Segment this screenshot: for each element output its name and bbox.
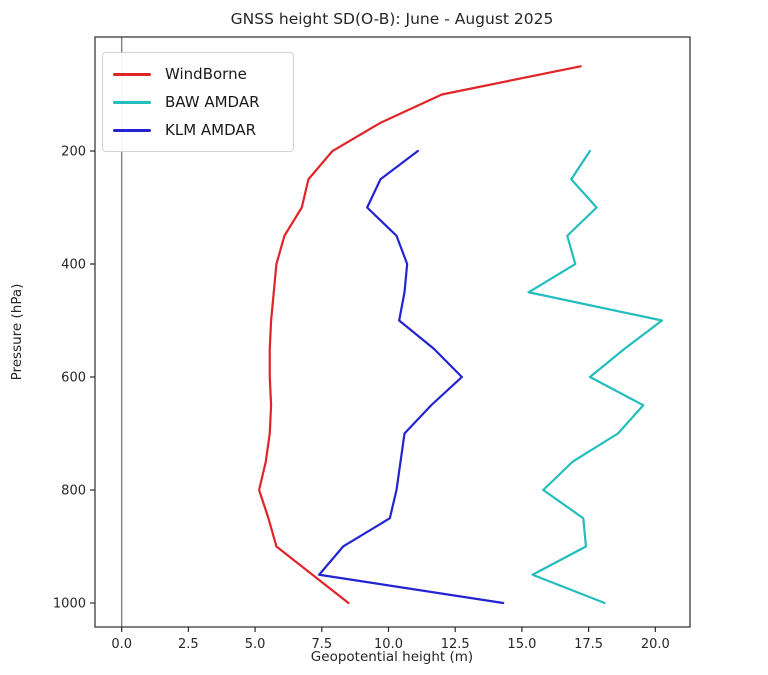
y-axis-label: Pressure (hPa) (9, 284, 25, 381)
klm-amdar-line-swatch (113, 128, 151, 132)
baw-amdar-line-swatch (113, 100, 151, 104)
legend-label-klm-amdar: KLM AMDAR (165, 121, 257, 139)
chart-title: GNSS height SD(O-B): June - August 2025 (231, 10, 554, 28)
y-tick-label: 200 (61, 145, 86, 160)
legend-label-windborne: WindBorne (165, 65, 247, 83)
y-tick-label: 1000 (53, 596, 86, 611)
x-tick-label: 12.5 (441, 637, 470, 652)
x-axis-label: Geopotential height (m) (311, 649, 473, 665)
series-line-windborne (257, 65, 582, 605)
series-line-baw-amdar (527, 149, 664, 605)
x-tick-label: 7.5 (311, 637, 332, 652)
plot-spines (94, 36, 691, 628)
x-tick-label: 20.0 (641, 637, 670, 652)
x-tick-label: 10.0 (374, 637, 403, 652)
y-tick-label: 600 (61, 371, 86, 386)
legend-item-klm-amdar: KLM AMDAR (113, 116, 281, 144)
x-tick-label: 0.0 (111, 637, 132, 652)
x-tick-label: 17.5 (574, 637, 603, 652)
legend-label-baw-amdar: BAW AMDAR (165, 93, 260, 111)
legend-item-windborne: WindBorne (113, 60, 281, 88)
legend: WindBorne BAW AMDAR KLM AMDAR (102, 52, 294, 152)
series-line-klm-amdar (318, 149, 505, 605)
legend-item-baw-amdar: BAW AMDAR (113, 88, 281, 116)
x-tick-label: 2.5 (178, 637, 199, 652)
windborne-line-swatch (113, 72, 151, 76)
x-tick-label: 5.0 (245, 637, 266, 652)
y-tick-label: 800 (61, 483, 86, 498)
x-tick-label: 15.0 (507, 637, 536, 652)
chart-dynamic: 0.0 2.5 5.0 7.5 10.0 12.5 15.0 17.5 20.0 200 400 60… (53, 36, 691, 652)
y-tick-label: 400 (61, 258, 86, 273)
